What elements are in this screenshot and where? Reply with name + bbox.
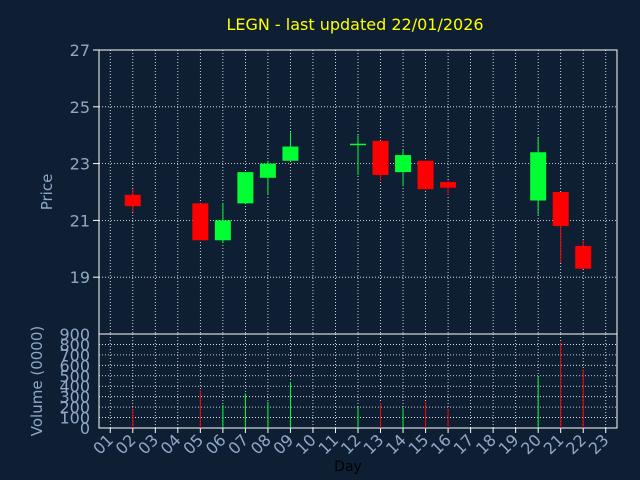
volume-tick-label: 600 xyxy=(59,356,90,375)
price-tick-label: 27 xyxy=(70,41,90,60)
volume-tick-label: 200 xyxy=(59,398,90,417)
candle-body xyxy=(192,203,209,241)
candle-body xyxy=(350,143,366,146)
price-tick-label: 25 xyxy=(70,98,90,117)
candle-body xyxy=(552,192,569,227)
volume-axis-label: Volume (0000) xyxy=(28,326,46,436)
candle-body xyxy=(440,182,457,188)
price-axis-label: Price xyxy=(38,174,56,211)
volume-tick-label: 700 xyxy=(59,346,90,365)
candle-body xyxy=(259,163,276,178)
volume-tick-label: 300 xyxy=(59,388,90,407)
volume-tick-label: 100 xyxy=(59,409,90,428)
volume-tick-label: 800 xyxy=(59,335,90,354)
candle-body xyxy=(530,152,547,201)
candle-body xyxy=(237,172,254,204)
volume-bars xyxy=(132,342,584,428)
candle-body xyxy=(372,140,389,175)
price-tick-label: 21 xyxy=(70,211,90,230)
volume-tick-label: 400 xyxy=(59,377,90,396)
candle-body xyxy=(395,155,412,173)
price-tick-label: 23 xyxy=(70,155,90,174)
candle-body xyxy=(214,220,231,241)
x-tick-labels: 0102030405060708091011121314151617181920… xyxy=(89,428,613,458)
chart-title: LEGN - last updated 22/01/2026 xyxy=(226,15,483,34)
volume-tick-label: 500 xyxy=(59,367,90,386)
candle-body xyxy=(124,194,141,207)
candle-body xyxy=(282,146,299,161)
candle-body xyxy=(575,245,592,269)
candle-body xyxy=(417,160,434,190)
price-tick-label: 19 xyxy=(70,268,90,287)
x-tick-label: 23 xyxy=(585,430,613,458)
price-tick-labels: 19 21 23 25 27 xyxy=(70,41,90,287)
volume-tick-label: 0 xyxy=(80,419,90,438)
x-axis-label: Day xyxy=(334,459,362,475)
candles xyxy=(124,132,592,269)
volume-tick-label: 900 xyxy=(59,325,90,344)
